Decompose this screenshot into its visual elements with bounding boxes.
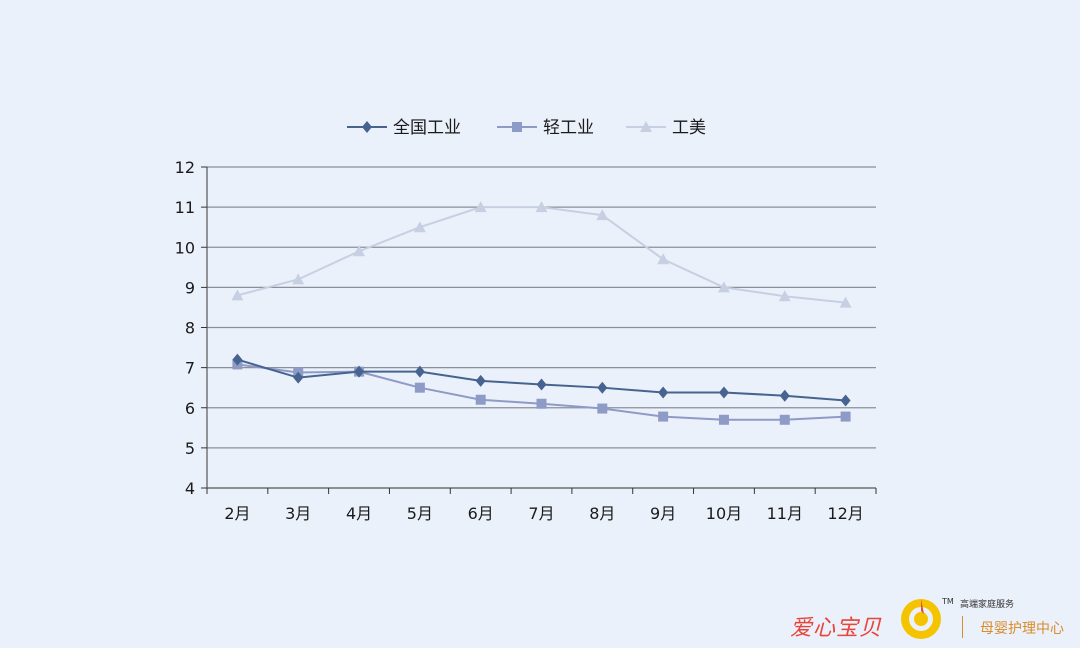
legend: 全国工业 轻工业 工美: [347, 118, 706, 138]
data-point: [657, 253, 670, 265]
data-point: [778, 290, 791, 302]
x-tick-label: 12月: [827, 504, 863, 523]
y-tick-label: 5: [185, 439, 195, 458]
x-axis-ticks: 2月 3月 4月 5月 6月 7月 8月 9月 10月 11月 12月: [206, 488, 877, 523]
data-point: [779, 389, 790, 402]
y-tick-label: 12: [175, 158, 195, 177]
data-point: [717, 281, 730, 293]
y-tick-label: 11: [175, 198, 195, 217]
y-axis-ticks: 4 5 6 7 8 9 10 11 12: [175, 158, 207, 498]
y-tick-label: 10: [175, 238, 195, 257]
legend-label: 全国工业: [393, 118, 461, 138]
data-point: [413, 221, 426, 233]
data-point: [474, 201, 487, 213]
data-point: [718, 386, 729, 399]
data-point: [475, 374, 486, 387]
x-tick-label: 3月: [285, 504, 311, 523]
y-tick-label: 6: [185, 399, 195, 418]
legend-item-3: 工美: [626, 118, 706, 138]
data-point: [353, 245, 366, 257]
data-point: [354, 365, 365, 378]
legend-label: 轻工业: [543, 118, 594, 138]
data-point: [535, 201, 548, 213]
legend-marker: [640, 121, 652, 132]
grid-lines: [207, 166, 876, 449]
x-tick-label: 7月: [528, 504, 554, 523]
legend-marker: [362, 121, 372, 133]
x-tick-label: 6月: [468, 504, 494, 523]
x-tick-label: 4月: [346, 504, 372, 523]
x-tick-label: 8月: [589, 504, 615, 523]
series-line: [237, 206, 846, 304]
data-point: [597, 403, 608, 414]
watermark-brand: 爱心宝贝: [790, 616, 883, 641]
x-tick-label: 10月: [706, 504, 742, 523]
data-point: [536, 398, 547, 409]
watermark-service: 高端家庭服务: [960, 600, 1015, 610]
data-point: [658, 386, 669, 399]
y-tick-label: 4: [185, 479, 195, 498]
data-point: [231, 289, 244, 301]
data-point: [414, 365, 425, 378]
data-point: [596, 209, 609, 221]
legend-item-1: 全国工业: [347, 118, 461, 138]
data-point: [414, 382, 425, 393]
data-point: [293, 371, 304, 384]
watermark: 爱心宝贝 TM 高端家庭服务 母婴护理中心: [790, 596, 1080, 648]
data-point: [779, 414, 790, 425]
x-tick-label: 2月: [224, 504, 250, 523]
data-point: [658, 411, 669, 422]
series-3: [231, 201, 852, 308]
data-point: [232, 353, 243, 366]
y-tick-label: 8: [185, 319, 195, 338]
series-2: [232, 359, 851, 425]
data-point: [839, 296, 852, 308]
data-point: [718, 414, 729, 425]
x-tick-label: 11月: [767, 504, 803, 523]
watermark-tm: TM: [942, 597, 954, 606]
y-tick-label: 9: [185, 278, 195, 297]
data-point: [536, 378, 547, 391]
data-point: [840, 394, 851, 407]
legend-marker: [512, 122, 522, 132]
legend-label: 工美: [672, 118, 706, 138]
series-1: [232, 353, 851, 407]
x-tick-label: 5月: [407, 504, 433, 523]
series-line: [237, 363, 846, 421]
data-point: [292, 273, 305, 285]
legend-item-2: 轻工业: [497, 118, 594, 138]
series-group: [231, 201, 852, 425]
watermark-sub: 母婴护理中心: [980, 621, 1064, 637]
data-point: [597, 381, 608, 394]
sun-logo-icon: [901, 599, 941, 639]
data-point: [840, 411, 851, 422]
watermark-divider: [962, 616, 963, 638]
y-tick-label: 7: [185, 359, 195, 378]
data-point: [475, 394, 486, 405]
x-tick-label: 9月: [650, 504, 676, 523]
